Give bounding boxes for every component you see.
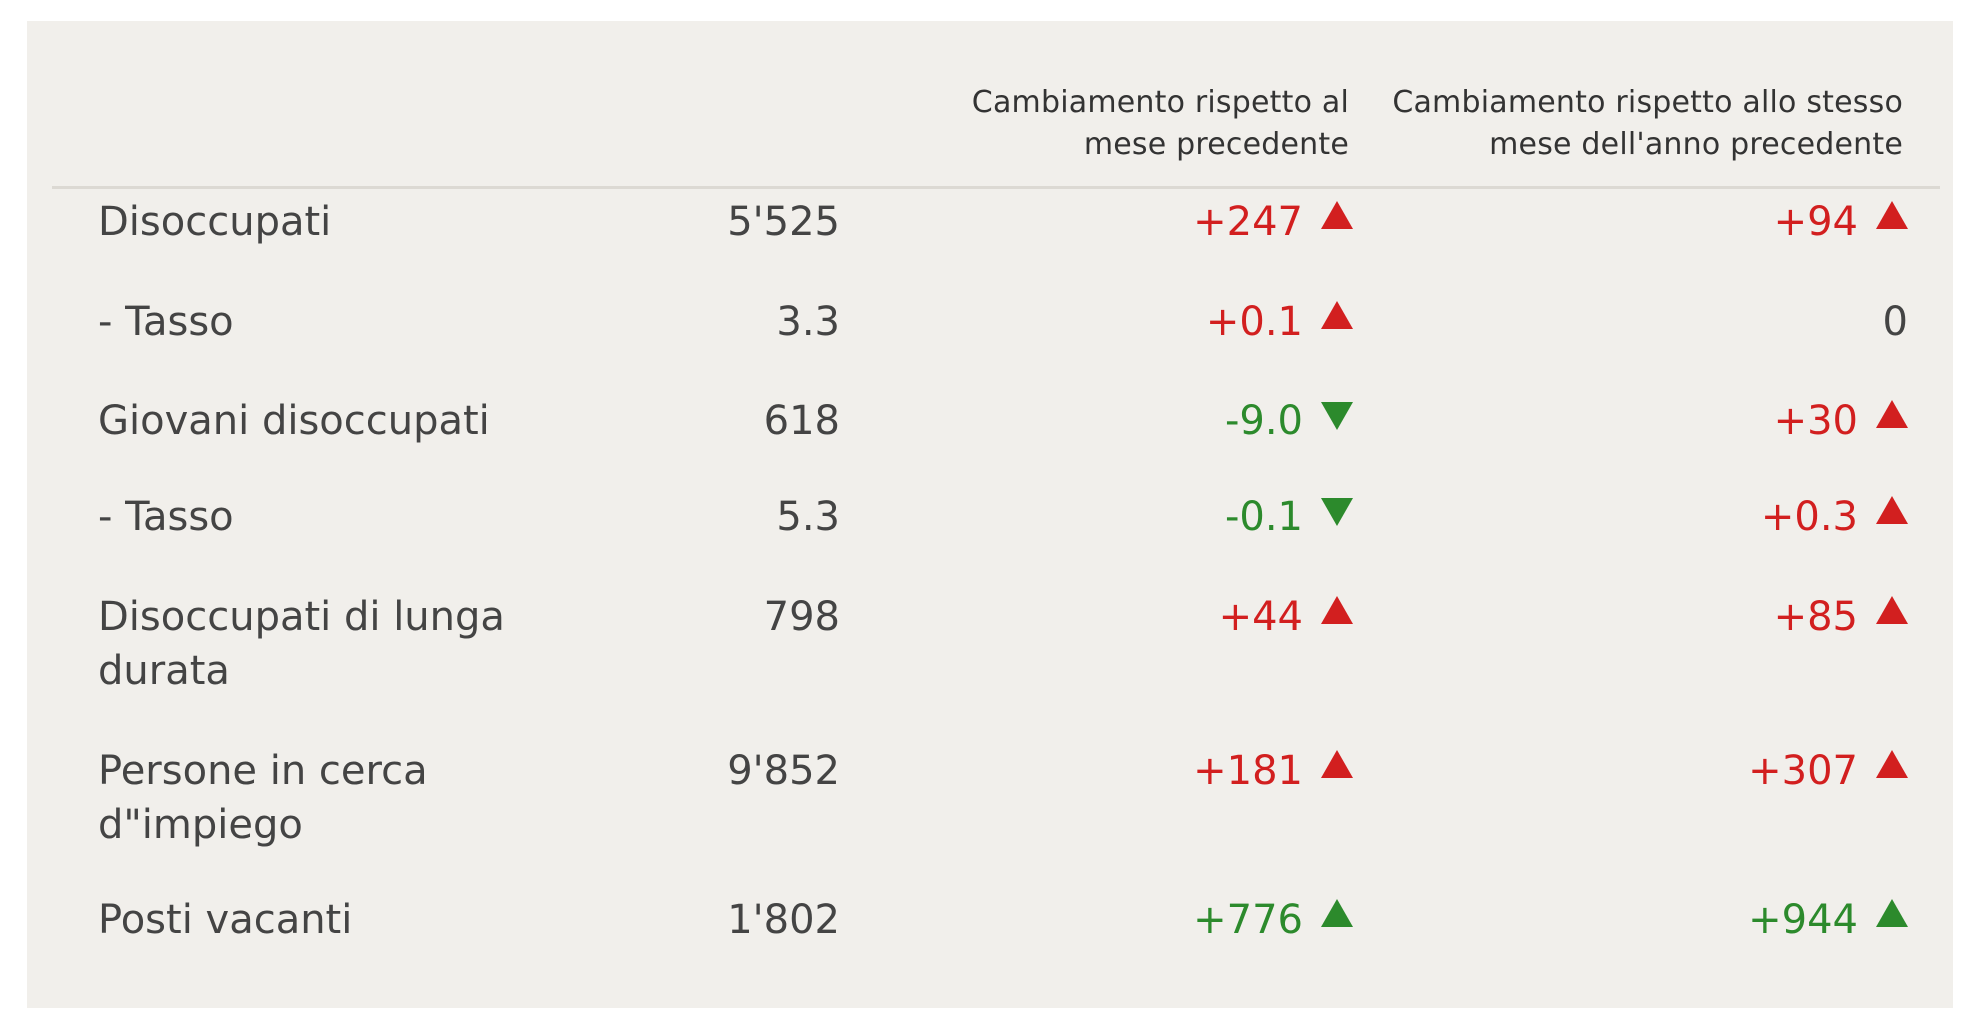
triangle-up-icon bbox=[1876, 750, 1908, 778]
year-change-cell: +85 bbox=[1774, 590, 1908, 644]
triangle-up-icon bbox=[1876, 899, 1908, 927]
triangle-up-icon bbox=[1876, 596, 1908, 624]
month-change-cell: +44 bbox=[1219, 590, 1353, 644]
row-label: Giovani disoccupati bbox=[98, 398, 490, 444]
year-change-cell: +944 bbox=[1748, 893, 1908, 947]
year-change-value: +307 bbox=[1748, 748, 1858, 794]
year-change-cell: 0 bbox=[1883, 295, 1908, 349]
triangle-down-icon bbox=[1321, 402, 1353, 430]
triangle-up-icon bbox=[1321, 596, 1353, 624]
year-change-value: +94 bbox=[1773, 199, 1858, 245]
month-change-cell: +247 bbox=[1193, 195, 1353, 249]
year-change-cell: +307 bbox=[1748, 744, 1908, 798]
year-change-value: +30 bbox=[1773, 398, 1858, 444]
triangle-up-icon bbox=[1321, 899, 1353, 927]
row-value: 5.3 bbox=[776, 494, 840, 540]
row-label: - Tasso bbox=[98, 494, 234, 540]
year-change-cell: +0.3 bbox=[1761, 490, 1908, 544]
year-change-value: +0.3 bbox=[1760, 494, 1858, 540]
triangle-down-icon bbox=[1321, 498, 1353, 526]
month-change-cell: -9.0 bbox=[1225, 394, 1353, 448]
month-change-cell: +0.1 bbox=[1206, 295, 1353, 349]
triangle-up-icon bbox=[1876, 400, 1908, 428]
triangle-up-icon bbox=[1321, 201, 1353, 229]
month-change-value: +0.1 bbox=[1205, 299, 1303, 345]
month-change-value: +44 bbox=[1218, 594, 1303, 640]
row-label: Disoccupati bbox=[98, 199, 332, 245]
row-value: 9'852 bbox=[727, 748, 840, 794]
row-value: 798 bbox=[763, 594, 840, 640]
stats-table-panel: Cambiamento rispetto al mese precedente … bbox=[27, 21, 1953, 1008]
month-change-value: +247 bbox=[1193, 199, 1303, 245]
header-year-change: Cambiamento rispetto allo stesso mese de… bbox=[1392, 85, 1903, 162]
month-change-value: -0.1 bbox=[1224, 494, 1303, 540]
year-change-cell: +94 bbox=[1774, 195, 1908, 249]
row-value: 618 bbox=[763, 398, 840, 444]
year-change-cell: +30 bbox=[1774, 394, 1908, 448]
month-change-value: +776 bbox=[1193, 897, 1303, 943]
triangle-up-icon bbox=[1876, 496, 1908, 524]
header-month-change: Cambiamento rispetto al mese precedente bbox=[971, 85, 1349, 162]
month-change-cell: -0.1 bbox=[1225, 490, 1353, 544]
row-label: Persone in cerca d"impiego bbox=[98, 748, 428, 848]
row-label: - Tasso bbox=[98, 299, 234, 345]
year-change-value: 0 bbox=[1882, 299, 1908, 345]
triangle-up-icon bbox=[1876, 201, 1908, 229]
year-change-value: +85 bbox=[1773, 594, 1858, 640]
row-label: Disoccupati di lunga durata bbox=[98, 594, 505, 694]
month-change-value: -9.0 bbox=[1224, 398, 1303, 444]
row-label: Posti vacanti bbox=[98, 897, 353, 943]
month-change-cell: +776 bbox=[1193, 893, 1353, 947]
row-value: 3.3 bbox=[776, 299, 840, 345]
triangle-up-icon bbox=[1321, 750, 1353, 778]
year-change-value: +944 bbox=[1748, 897, 1858, 943]
row-value: 1'802 bbox=[727, 897, 840, 943]
month-change-cell: +181 bbox=[1193, 744, 1353, 798]
triangle-up-icon bbox=[1321, 301, 1353, 329]
month-change-value: +181 bbox=[1193, 748, 1303, 794]
header-divider bbox=[52, 186, 1940, 189]
table-header: Cambiamento rispetto al mese precedente … bbox=[27, 21, 1953, 188]
row-value: 5'525 bbox=[727, 199, 840, 245]
